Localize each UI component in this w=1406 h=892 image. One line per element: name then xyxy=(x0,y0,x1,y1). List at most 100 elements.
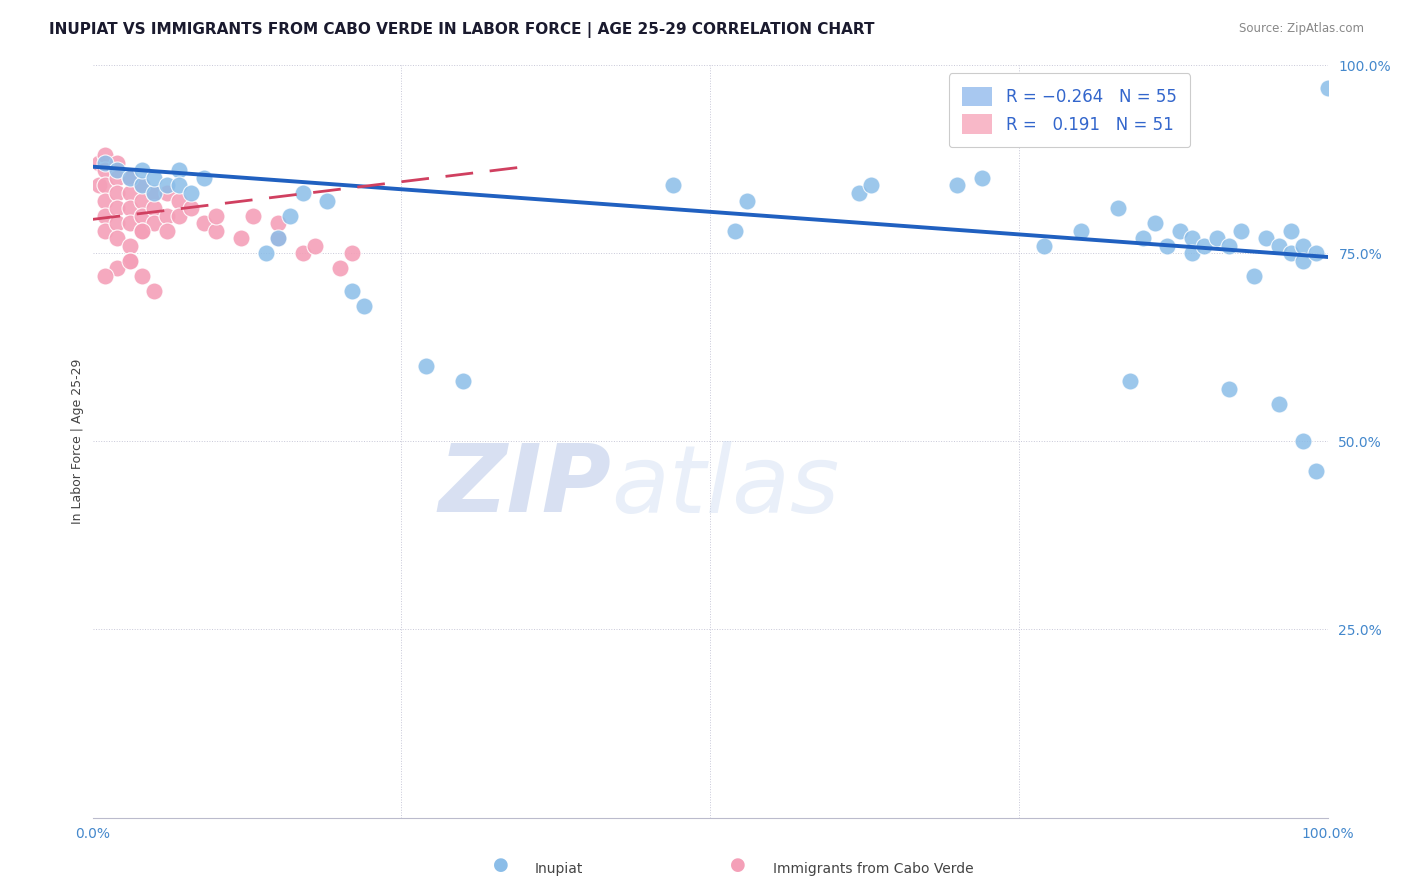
Point xyxy=(1230,224,1253,238)
Point xyxy=(94,156,117,170)
Point xyxy=(94,224,117,238)
Point xyxy=(156,224,179,238)
Point xyxy=(353,299,375,313)
Point xyxy=(1070,224,1092,238)
Point xyxy=(118,201,141,215)
Point xyxy=(118,253,141,268)
Point xyxy=(1292,238,1315,252)
Point xyxy=(329,261,352,276)
Point xyxy=(105,171,128,186)
Point xyxy=(1218,238,1240,252)
Point xyxy=(662,178,685,193)
Point xyxy=(946,178,969,193)
Point xyxy=(94,163,117,178)
Point xyxy=(340,284,363,298)
Text: ●: ● xyxy=(730,856,747,874)
Point xyxy=(1305,246,1327,260)
Point xyxy=(131,224,153,238)
Point xyxy=(267,216,290,230)
Point xyxy=(118,216,141,230)
Point xyxy=(105,201,128,215)
Point xyxy=(118,253,141,268)
Point xyxy=(156,209,179,223)
Point xyxy=(118,186,141,200)
Point xyxy=(156,178,179,193)
Point xyxy=(94,148,117,162)
Point xyxy=(1292,434,1315,449)
Point xyxy=(724,224,747,238)
Point xyxy=(87,178,110,193)
Point xyxy=(143,201,166,215)
Point xyxy=(94,209,117,223)
Point xyxy=(131,194,153,208)
Point xyxy=(118,171,141,186)
Point xyxy=(737,194,759,208)
Point xyxy=(167,163,190,178)
Point xyxy=(94,178,117,193)
Point xyxy=(118,171,141,186)
Point xyxy=(229,231,252,245)
Legend: R = −0.264   N = 55, R =   0.191   N = 51: R = −0.264 N = 55, R = 0.191 N = 51 xyxy=(949,73,1189,147)
Point xyxy=(254,246,277,260)
Text: ZIP: ZIP xyxy=(439,441,612,533)
Point xyxy=(143,216,166,230)
Point xyxy=(131,178,153,193)
Text: ●: ● xyxy=(492,856,509,874)
Point xyxy=(143,171,166,186)
Point xyxy=(1305,465,1327,479)
Point xyxy=(1132,231,1154,245)
Point xyxy=(118,238,141,252)
Point xyxy=(1292,253,1315,268)
Point xyxy=(291,186,314,200)
Point xyxy=(451,374,474,388)
Text: Inupiat: Inupiat xyxy=(534,862,582,876)
Point xyxy=(242,209,264,223)
Point xyxy=(1279,224,1302,238)
Point xyxy=(205,209,228,223)
Point xyxy=(1181,246,1204,260)
Text: Immigrants from Cabo Verde: Immigrants from Cabo Verde xyxy=(773,862,974,876)
Point xyxy=(316,194,339,208)
Point xyxy=(180,186,202,200)
Point xyxy=(1156,238,1178,252)
Point xyxy=(1279,246,1302,260)
Point xyxy=(105,156,128,170)
Point xyxy=(105,216,128,230)
Point xyxy=(415,359,437,373)
Point xyxy=(1032,238,1054,252)
Y-axis label: In Labor Force | Age 25-29: In Labor Force | Age 25-29 xyxy=(72,359,84,524)
Point xyxy=(1168,224,1191,238)
Point xyxy=(156,186,179,200)
Point xyxy=(1267,238,1289,252)
Point xyxy=(131,224,153,238)
Point xyxy=(1256,231,1278,245)
Text: Source: ZipAtlas.com: Source: ZipAtlas.com xyxy=(1239,22,1364,36)
Point xyxy=(193,171,215,186)
Point xyxy=(1194,238,1216,252)
Point xyxy=(1181,231,1204,245)
Point xyxy=(340,246,363,260)
Point xyxy=(105,261,128,276)
Point xyxy=(143,186,166,200)
Text: atlas: atlas xyxy=(612,441,839,532)
Point xyxy=(859,178,882,193)
Point xyxy=(267,231,290,245)
Point xyxy=(131,268,153,283)
Point xyxy=(291,246,314,260)
Point xyxy=(205,224,228,238)
Point xyxy=(131,178,153,193)
Point xyxy=(87,156,110,170)
Point xyxy=(304,238,326,252)
Point xyxy=(848,186,870,200)
Point xyxy=(1143,216,1166,230)
Point xyxy=(1316,80,1339,95)
Point xyxy=(94,268,117,283)
Point xyxy=(1218,382,1240,396)
Point xyxy=(193,216,215,230)
Point xyxy=(180,201,202,215)
Point xyxy=(143,284,166,298)
Point xyxy=(1119,374,1142,388)
Point xyxy=(94,194,117,208)
Point xyxy=(1267,397,1289,411)
Point xyxy=(131,163,153,178)
